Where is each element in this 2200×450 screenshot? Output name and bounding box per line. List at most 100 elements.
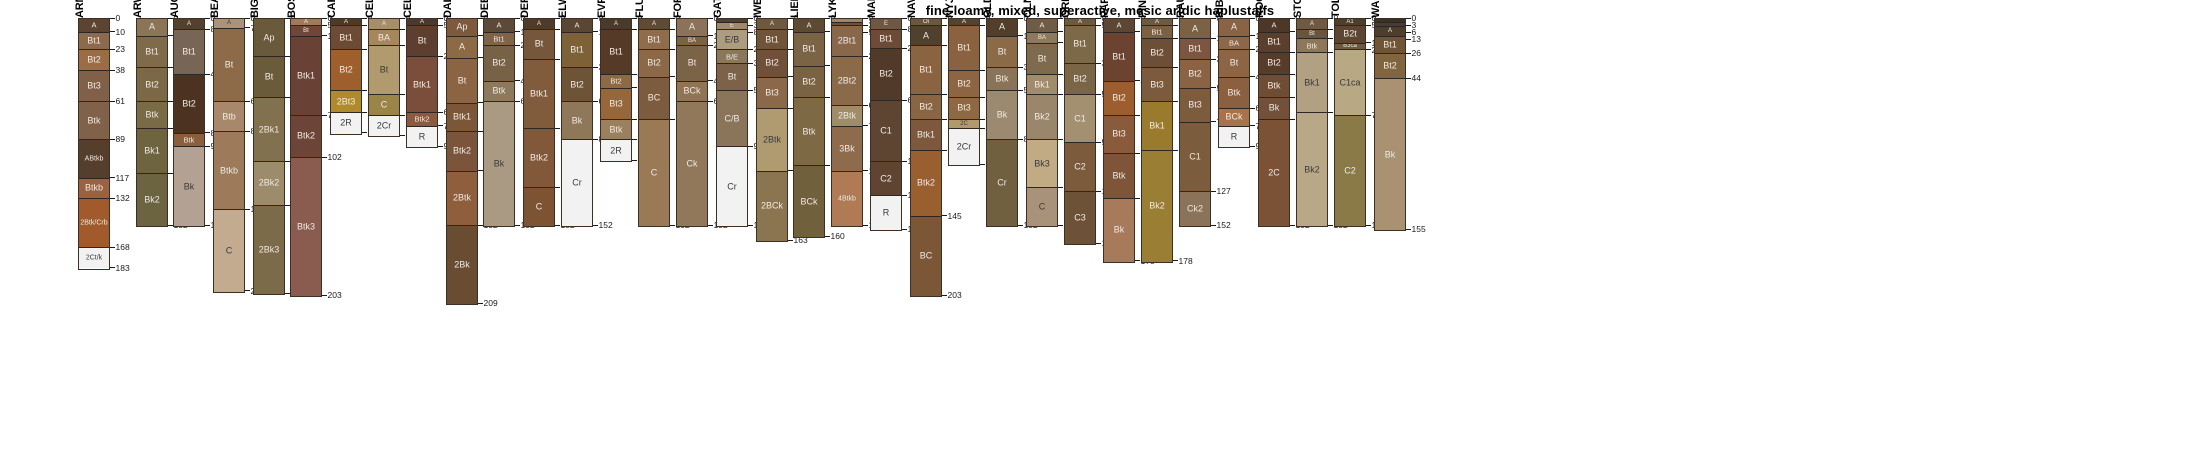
horizon-label: BC bbox=[647, 92, 661, 103]
horizon-segment: Bt1 bbox=[137, 36, 167, 69]
horizon-segment: Btk bbox=[174, 133, 204, 148]
horizon-segment: Btb bbox=[214, 102, 244, 133]
depth-tick-label: 61 bbox=[110, 97, 125, 106]
profile-name-label: PINITOS bbox=[1137, 0, 1149, 18]
depth-tick-label: 38 bbox=[110, 66, 125, 75]
horizon-column: E Bt1 Bt2 C1 C2 R bbox=[870, 18, 902, 232]
horizon-label: C1 bbox=[1074, 113, 1086, 124]
horizon-column: OiOeA Bt1 Bt2 Bk bbox=[1374, 18, 1406, 232]
horizon-segment: Bk bbox=[987, 91, 1017, 141]
horizon-label: B3ca bbox=[1343, 43, 1357, 50]
horizon-label: Bt3 bbox=[765, 87, 779, 98]
horizon-segment: Bt1 bbox=[601, 29, 631, 75]
depth-tick-label: 0 bbox=[205, 14, 215, 23]
horizon-segment: A bbox=[832, 19, 862, 24]
depth-tick-label: 0 bbox=[1250, 14, 1260, 23]
horizon-segment: 2Cr bbox=[949, 129, 979, 165]
horizon-column: ABw 2Bt1 2Bt2 2Btk 3Bk 4Btkb bbox=[831, 18, 863, 228]
horizon-column: A Bt1 Bt2 Btk Bk1 Bk2 bbox=[136, 18, 168, 228]
depth-tick-label: 44 bbox=[1406, 74, 1421, 83]
horizon-label: C bbox=[650, 167, 658, 178]
depth-tick-label: 7 bbox=[245, 24, 255, 33]
horizon-segment: B3ca bbox=[1335, 43, 1365, 51]
horizon-segment: A bbox=[1180, 19, 1210, 40]
horizon-segment: 2Bk bbox=[447, 226, 477, 304]
horizon-column: A Bt Btb Btkb C bbox=[213, 18, 245, 293]
horizon-label: A bbox=[1230, 21, 1237, 32]
horizon-label: Bt3 bbox=[1112, 128, 1126, 139]
horizon-label: C/B bbox=[724, 113, 740, 124]
horizon-segment: Bt3 bbox=[1104, 115, 1134, 154]
horizon-label: Bt1 bbox=[765, 34, 779, 45]
horizon-column: A Bt1 Bt2 Btk Bk bbox=[483, 18, 515, 228]
horizon-column: A Bt1 Bt2 Bt3 C1 Ck2 bbox=[1179, 18, 1211, 228]
horizon-label: Bt bbox=[1309, 31, 1315, 38]
depth-tick-label: 6 bbox=[1406, 28, 1416, 37]
horizon-label: Bt2 bbox=[339, 64, 353, 75]
horizon-label: A bbox=[91, 20, 97, 30]
horizon-segment: Bt1 bbox=[331, 25, 361, 51]
horizon-segment: A bbox=[639, 19, 669, 30]
horizon-segment: R bbox=[407, 126, 437, 148]
horizon-column: A Bt Btk1 Btk2 R bbox=[406, 18, 438, 149]
horizon-label: Bt bbox=[1229, 57, 1239, 68]
horizon-label: Btk bbox=[145, 109, 159, 120]
horizon-segment: Bt3 bbox=[601, 88, 631, 120]
horizon-segment: E/B bbox=[717, 29, 747, 51]
horizon-segment: A bbox=[1259, 19, 1289, 33]
horizon-segment: C1 bbox=[1065, 95, 1095, 144]
horizon-segment: Bt1 bbox=[484, 32, 514, 47]
profile-name-label: DEEKAY bbox=[479, 0, 491, 18]
horizon-segment: Bt1 bbox=[871, 29, 901, 49]
horizon-label: A bbox=[688, 21, 695, 32]
horizon-column: Ap A Bt Btk1 Btk2 2Btk 2Bk bbox=[446, 18, 478, 305]
horizon-label: C bbox=[1038, 201, 1046, 212]
horizon-segment: A bbox=[1219, 19, 1249, 37]
horizon-label: Ck bbox=[686, 158, 698, 169]
depth-tick-label: 5 bbox=[438, 21, 448, 30]
horizon-label: Bt2 bbox=[1267, 57, 1281, 68]
horizon-segment: Bt bbox=[524, 29, 554, 60]
horizon-segment: Bk bbox=[1104, 198, 1134, 262]
horizon-label: A bbox=[613, 20, 618, 27]
horizon-segment: BCk bbox=[677, 81, 707, 103]
horizon-label: Btk1 bbox=[296, 70, 315, 81]
horizon-label: Bt1 bbox=[493, 34, 505, 44]
profile-name-label: DERMALA bbox=[519, 0, 531, 18]
horizon-label: Bt bbox=[997, 46, 1007, 57]
horizon-label: 2Bt3 bbox=[336, 96, 356, 107]
depth-tick-label: 0 bbox=[708, 14, 718, 23]
horizon-label: BCk bbox=[800, 196, 818, 207]
horizon-segment: Btk bbox=[1104, 153, 1134, 199]
horizon-segment: C2 bbox=[1065, 143, 1095, 193]
horizon-label: ABtkb bbox=[84, 155, 104, 163]
horizon-label: Bt bbox=[534, 38, 544, 49]
horizon-label: Bk1 bbox=[1149, 120, 1165, 131]
horizon-label: Btk2 bbox=[296, 130, 315, 141]
horizon-label: E bbox=[883, 20, 888, 27]
horizon-segment: Bt2 bbox=[484, 46, 514, 82]
horizon-segment: Btk1 bbox=[524, 59, 554, 130]
horizon-label: Bt2 bbox=[957, 78, 971, 89]
horizon-segment: C bbox=[639, 119, 669, 227]
horizon-label: 2C bbox=[960, 121, 968, 128]
depth-tick-label: 127 bbox=[1211, 187, 1231, 196]
horizon-segment: A bbox=[331, 19, 361, 26]
horizon-label: Bt2 bbox=[570, 79, 584, 90]
horizon-label: A bbox=[574, 20, 580, 30]
horizon-column: A Bt1 Bt2 Bt3 2Btk 2BCk bbox=[756, 18, 788, 243]
horizon-column: A Bt Btk Bk Cr bbox=[986, 18, 1018, 228]
profile-name-label: EVPARK bbox=[596, 0, 608, 18]
horizon-segment: 2Btk bbox=[447, 171, 477, 227]
horizon-segment: A bbox=[677, 19, 707, 37]
profile-name-label: LYKORLY bbox=[827, 0, 839, 18]
horizon-column: Ap Bt 2Bk1 2Bk2 2Bk3 bbox=[253, 18, 285, 296]
depth-tick-label: 203 bbox=[942, 291, 962, 300]
horizon-segment: Bt2 bbox=[1142, 39, 1172, 69]
horizon-label: Cr bbox=[997, 177, 1007, 188]
horizon-label: Btkb bbox=[84, 182, 103, 193]
horizon-segment: Bk2 bbox=[1027, 95, 1057, 141]
horizon-segment: A bbox=[447, 36, 477, 59]
profile-name-label: ORLIE bbox=[1060, 0, 1072, 18]
horizon-label: Btk2 bbox=[414, 114, 430, 124]
